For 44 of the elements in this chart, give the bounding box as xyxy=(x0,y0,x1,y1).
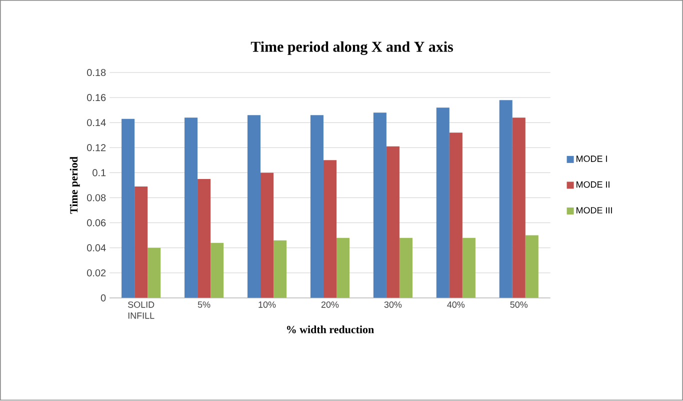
y-tick-label: 0 xyxy=(100,294,106,302)
y-tick-label: 0.12 xyxy=(87,144,106,152)
bar xyxy=(386,146,400,298)
x-tick-label: 40% xyxy=(447,302,465,308)
bar xyxy=(373,112,386,298)
bar xyxy=(399,238,412,298)
bar xyxy=(525,236,538,298)
chart-title: Time period along X and Y axis xyxy=(250,42,453,56)
x-axis-title: % width reduction xyxy=(286,326,374,334)
bar xyxy=(462,238,476,298)
bar xyxy=(323,160,336,298)
bar xyxy=(336,238,350,298)
x-tick-label: 20% xyxy=(321,302,339,308)
bar xyxy=(449,132,462,298)
y-tick-label: 0.02 xyxy=(87,270,106,277)
bar xyxy=(134,186,148,298)
y-tick-label: 0.16 xyxy=(87,94,106,102)
x-tick-label: 30% xyxy=(384,302,402,308)
x-tick-label: SOLID INFILL xyxy=(128,302,154,319)
legend-label: MODE I xyxy=(576,156,607,162)
y-tick-label: 0.18 xyxy=(87,69,106,76)
bar xyxy=(260,172,274,298)
y-tick-label: 0.1 xyxy=(92,169,106,176)
bar xyxy=(198,179,211,298)
y-axis-title: Time period xyxy=(70,156,80,214)
x-tick-label: 10% xyxy=(258,302,276,308)
legend-label: MODE II xyxy=(576,182,610,188)
x-tick-label: 50% xyxy=(510,302,528,308)
bar xyxy=(210,243,224,298)
bar xyxy=(310,115,324,298)
y-tick-label: 0.08 xyxy=(87,194,106,202)
bar xyxy=(122,119,135,298)
bar xyxy=(184,118,198,298)
y-tick-label: 0.06 xyxy=(87,220,106,227)
bar xyxy=(499,100,512,298)
bar xyxy=(274,240,287,298)
bar xyxy=(148,248,161,298)
bar xyxy=(247,115,261,298)
bar xyxy=(512,118,526,298)
x-tick-label: 5% xyxy=(198,302,210,308)
y-tick-label: 0.04 xyxy=(87,244,106,252)
y-tick-label: 0.14 xyxy=(87,119,106,126)
bar xyxy=(436,108,450,298)
legend-label: MODE III xyxy=(576,207,612,214)
